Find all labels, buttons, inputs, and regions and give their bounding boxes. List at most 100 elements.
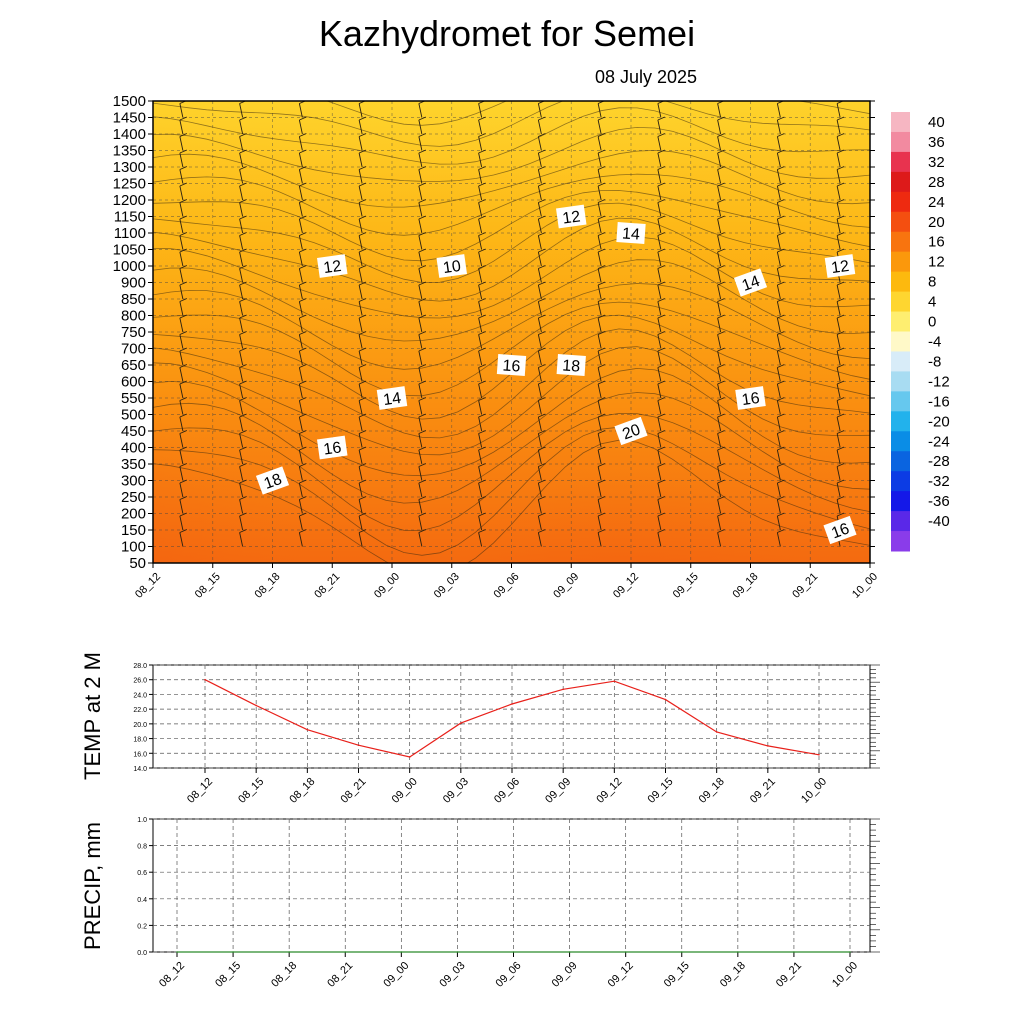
wind-barb-tick (836, 116, 845, 121)
wind-barb-tick (299, 364, 307, 368)
wind-barb (717, 218, 722, 234)
wind-barb (597, 532, 602, 547)
precip-panel: 0.0 0.2 0.4 0.6 0.8 1.0 08_12 08_15 08_18 08_21 09… (80, 817, 880, 990)
wind-barb (717, 334, 722, 349)
wind-barb-tick (717, 199, 725, 203)
wind-barb-tick (179, 364, 188, 368)
wind-barb-tick (358, 479, 367, 484)
wind-barb (418, 532, 423, 547)
y-tick-label: 1150 (114, 209, 146, 226)
wind-barb-tick (597, 248, 606, 253)
wind-barb (239, 515, 244, 531)
wind-barb-tick (597, 133, 606, 137)
wind-barb-tick (239, 413, 247, 418)
colorbar-swatch (891, 451, 910, 472)
wind-barb-tick (777, 298, 785, 302)
wind-barb-tick (478, 199, 486, 203)
svg-text:16: 16 (829, 520, 852, 542)
wind-barb (657, 185, 662, 201)
y-tick-label: 700 (121, 341, 146, 358)
wind-barb-tick (478, 479, 486, 484)
wind-barb (836, 466, 841, 481)
wind-barb (179, 119, 184, 135)
contour-label: 18 (255, 466, 290, 495)
wind-barb-tick (418, 232, 427, 236)
wind-barb-tick (777, 265, 785, 269)
wind-barb-tick (358, 232, 367, 236)
contour-label: 10 (436, 254, 468, 278)
wind-barb-tick (836, 166, 845, 170)
wind-barb (298, 515, 303, 531)
wind-barb (239, 383, 244, 399)
wind-barb-tick (478, 232, 486, 236)
wind-barb-tick (239, 314, 247, 319)
wind-barb (358, 152, 363, 168)
wind-barb-tick (538, 430, 546, 434)
wind-barb (298, 317, 303, 333)
x-tick-label: 09_12 (611, 571, 641, 601)
contour-label: 12 (824, 254, 856, 278)
wind-barb (418, 482, 423, 498)
wind-barb-tick (777, 397, 785, 401)
colorbar-swatch (891, 291, 910, 313)
contour-label: 16 (735, 386, 766, 410)
wind-barb (597, 185, 602, 201)
wind-barb-tick (479, 84, 486, 87)
data-point (737, 951, 739, 953)
wind-barb (298, 367, 303, 382)
wind-barb-tick (299, 446, 307, 451)
wind-barb (839, 101, 841, 102)
wind-barb (179, 532, 184, 547)
wind-barb (478, 202, 483, 217)
wind-barb (657, 482, 662, 498)
wind-barb (776, 169, 781, 184)
wind-barb (537, 119, 542, 135)
svg-text:20: 20 (620, 421, 643, 443)
wind-barb (298, 301, 303, 316)
data-point (818, 753, 820, 756)
wind-barb (358, 383, 363, 399)
wind-barb-tick (358, 496, 367, 500)
wind-barb (717, 367, 722, 382)
wind-barb (836, 119, 841, 135)
wind-barb-tick (538, 101, 546, 104)
data-point (793, 951, 795, 953)
wind-barb (776, 268, 781, 283)
wind-barb-tick (239, 347, 247, 352)
wind-barb-tick (239, 232, 247, 236)
wind-barb-tick (777, 364, 785, 368)
wind-barb (478, 103, 483, 118)
wind-barb (657, 103, 662, 118)
wind-barb-tick (179, 182, 188, 187)
colorbar-swatch (891, 411, 910, 432)
wind-barb (179, 268, 184, 283)
wind-barb-tick (717, 463, 725, 467)
wind-barb-tick (299, 463, 307, 467)
x-tick-label: 08_12 (185, 776, 215, 806)
wind-barb-tick (836, 182, 845, 187)
wind-barb (836, 499, 841, 514)
wind-barb (597, 400, 602, 415)
y-tick-label: 150 (121, 522, 146, 539)
colorbar-label: 36 (928, 134, 945, 151)
y-tick-label: 0.0 (137, 950, 147, 957)
data-point (357, 744, 360, 746)
wind-barb-tick (299, 166, 307, 170)
wind-barb (478, 515, 483, 531)
wind-barb (717, 515, 722, 531)
wind-barb-tick (358, 166, 367, 170)
colorbar-swatch (891, 471, 910, 492)
y-tick-label: 16.0 (133, 751, 147, 758)
wind-barb-tick (717, 364, 725, 368)
wind-barb (776, 251, 781, 267)
x-tick-label: 09_12 (594, 776, 624, 806)
wind-barb (478, 400, 483, 415)
colorbar-swatch (891, 371, 910, 392)
wind-barb-tick (239, 281, 247, 286)
wind-barb (478, 383, 483, 399)
wind-barb-tick (478, 215, 486, 220)
wind-barb-tick (239, 529, 247, 533)
y-tick-label: 0.2 (137, 923, 147, 930)
wind-barb-tick (777, 149, 785, 154)
wind-barb (418, 119, 423, 135)
